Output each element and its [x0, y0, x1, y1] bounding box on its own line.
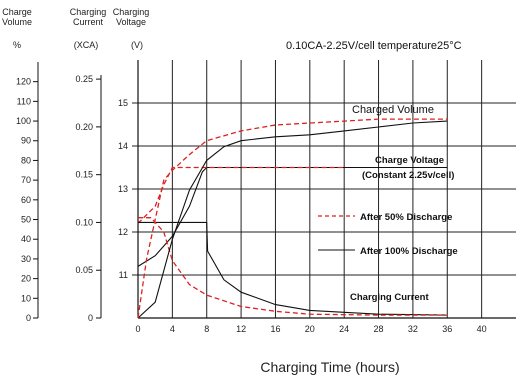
voltage-tick-label: 12: [118, 227, 128, 237]
legend-label-100: After 100% Discharge: [360, 246, 458, 257]
volume-axis-header-line1: Charge: [2, 7, 32, 17]
annotation-charged-volume: Charged Volume: [352, 104, 434, 116]
annotation-charge-voltage: Charge Voltage: [375, 155, 444, 166]
x-tick-label: 36: [442, 324, 452, 334]
x-tick-label: 40: [477, 324, 487, 334]
current-axis-header-line1: Charging: [70, 7, 107, 17]
volume-axis-header-line2: Volume: [2, 17, 32, 27]
volume-tick-label: 80: [21, 155, 31, 165]
volume-tick-label: 100: [16, 116, 31, 126]
current-tick-label: 0.20: [75, 122, 93, 132]
legend: After 50% Discharge After 100% Discharge: [318, 212, 458, 257]
axes: 0 4 8 12 16 20 24 28 32 36 40 11 12 13 14 15 0 0.05 0.10 0.…: [16, 60, 516, 334]
volume-tick-label: 60: [21, 195, 31, 205]
volume-tick-label: 30: [21, 254, 31, 264]
volume-tick-label: 90: [21, 136, 31, 146]
series-current-50pct: [138, 217, 448, 316]
voltage-tick-label: 13: [118, 184, 128, 194]
voltage-tick-label: 11: [119, 270, 128, 280]
current-tick-label: 0: [88, 313, 93, 323]
series-charged-volume-100pct: [137, 120, 448, 319]
volume-tick-label: 40: [21, 234, 31, 244]
volume-tick-label: 120: [16, 77, 31, 87]
volume-tick-label: 20: [21, 274, 31, 284]
voltage-axis-unit: (V): [131, 40, 143, 50]
series-group: [137, 118, 448, 319]
voltage-axis-header-line1: Charging: [113, 7, 150, 17]
voltage-tick-label: 15: [118, 98, 128, 108]
series-voltage-50pct: [137, 166, 345, 224]
chart-title: 0.10CA-2.25V/cell temperature25°C: [286, 40, 462, 52]
volume-tick-label: 110: [17, 96, 31, 106]
volume-tick-label: 0: [26, 313, 31, 323]
x-tick-label: 20: [305, 324, 315, 334]
voltage-tick-label: 14: [118, 141, 128, 151]
series-charged-volume-50pct: [137, 118, 448, 319]
x-tick-label: 0: [135, 324, 140, 334]
annotation-charge-voltage-sub: (Constant 2.25v/cell): [362, 170, 454, 181]
x-tick-label: 16: [270, 324, 280, 334]
volume-tick-label: 50: [21, 215, 31, 225]
legend-label-50: After 50% Discharge: [360, 212, 452, 223]
x-axis-label: Charging Time (hours): [260, 359, 399, 375]
current-tick-label: 0.05: [75, 265, 93, 275]
current-tick-label: 0.10: [75, 217, 93, 227]
current-axis-header-line2: Current: [73, 17, 104, 27]
annotation-charging-current: Charging Current: [350, 292, 429, 303]
x-tick-label: 12: [236, 324, 246, 334]
voltage-axis-header-line2: Voltage: [116, 17, 146, 27]
x-tick-label: 28: [374, 324, 384, 334]
volume-axis-unit: %: [13, 40, 21, 50]
volume-tick-label: 70: [21, 175, 31, 185]
x-tick-label: 8: [204, 324, 209, 334]
current-axis-unit: (XCA): [74, 40, 99, 50]
series-voltage-100pct: [137, 166, 448, 267]
grid: [138, 60, 516, 318]
current-tick-label: 0.25: [75, 74, 93, 84]
current-tick-label: 0.15: [75, 170, 93, 180]
x-tick-label: 4: [170, 324, 175, 334]
series-current-100pct: [138, 221, 448, 316]
x-tick-label: 32: [408, 324, 418, 334]
x-tick-label: 24: [339, 324, 349, 334]
volume-tick-label: 10: [21, 293, 31, 303]
